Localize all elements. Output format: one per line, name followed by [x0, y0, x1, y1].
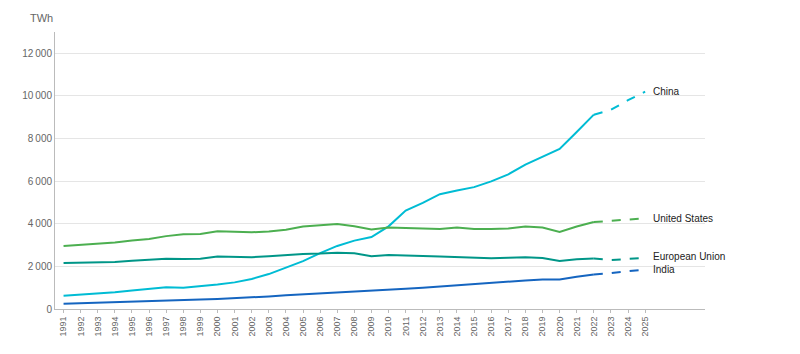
- svg-text:2004: 2004: [281, 317, 291, 337]
- svg-text:1997: 1997: [161, 317, 171, 337]
- svg-text:2007: 2007: [332, 317, 342, 337]
- svg-text:2024: 2024: [623, 317, 633, 337]
- svg-text:1995: 1995: [127, 317, 137, 337]
- svg-text:2002: 2002: [247, 317, 257, 337]
- svg-text:2025: 2025: [640, 317, 650, 337]
- svg-text:2019: 2019: [537, 317, 547, 337]
- svg-text:1994: 1994: [110, 317, 120, 337]
- svg-text:2003: 2003: [264, 317, 274, 337]
- svg-text:2012: 2012: [418, 317, 428, 337]
- svg-text:2021: 2021: [572, 317, 582, 337]
- svg-text:2022: 2022: [589, 317, 599, 337]
- svg-text:1993: 1993: [93, 317, 103, 337]
- svg-text:2009: 2009: [366, 317, 376, 337]
- svg-text:6 000: 6 000: [28, 176, 53, 187]
- svg-text:China: China: [653, 86, 680, 97]
- svg-text:2005: 2005: [298, 317, 308, 337]
- svg-text:2011: 2011: [401, 317, 411, 336]
- svg-text:12 000: 12 000: [22, 48, 52, 59]
- svg-text:2023: 2023: [606, 317, 616, 337]
- svg-text:India: India: [653, 264, 675, 275]
- svg-text:4 000: 4 000: [28, 218, 53, 229]
- svg-text:1992: 1992: [76, 317, 86, 337]
- svg-text:2020: 2020: [555, 317, 565, 337]
- svg-text:2018: 2018: [520, 317, 530, 337]
- svg-text:2014: 2014: [452, 317, 462, 337]
- svg-text:TWh: TWh: [30, 12, 53, 24]
- svg-text:2000: 2000: [212, 317, 222, 337]
- svg-text:10 000: 10 000: [22, 90, 52, 101]
- svg-text:1998: 1998: [178, 317, 188, 337]
- svg-text:0: 0: [46, 304, 52, 315]
- svg-text:2017: 2017: [503, 317, 513, 337]
- svg-text:2013: 2013: [435, 317, 445, 337]
- svg-text:2015: 2015: [469, 317, 479, 337]
- svg-text:European Union: European Union: [653, 251, 725, 262]
- svg-text:2008: 2008: [349, 317, 359, 337]
- svg-text:1996: 1996: [144, 317, 154, 337]
- svg-text:2010: 2010: [383, 317, 393, 337]
- svg-text:United States: United States: [653, 213, 713, 224]
- svg-text:1991: 1991: [58, 317, 68, 337]
- svg-text:2001: 2001: [230, 317, 240, 337]
- svg-text:2006: 2006: [315, 317, 325, 337]
- svg-text:8 000: 8 000: [28, 133, 53, 144]
- svg-text:2016: 2016: [486, 317, 496, 337]
- svg-text:1999: 1999: [195, 317, 205, 337]
- svg-text:2 000: 2 000: [28, 261, 53, 272]
